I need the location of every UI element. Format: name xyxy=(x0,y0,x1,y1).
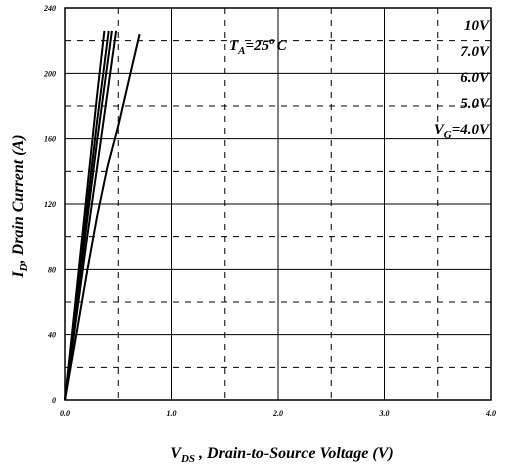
ylabel-sub: D xyxy=(18,263,30,272)
vg-sub: G xyxy=(444,129,452,141)
ylabel-main: I xyxy=(10,271,27,279)
y-tick-label: 200 xyxy=(43,69,56,78)
x-tick-label: 1.0 xyxy=(167,409,177,418)
xlabel-main: V xyxy=(170,445,182,462)
y-tick-labels: 0 40 80 120 160 200 240 xyxy=(43,4,56,405)
temp-unit: C xyxy=(277,38,288,54)
x-tick-label: 0.0 xyxy=(60,409,70,418)
temp-main: T xyxy=(229,38,239,54)
y-tick-label: 120 xyxy=(44,200,56,209)
temp-degree: o xyxy=(269,35,275,47)
x-tick-labels: 0.0 1.0 2.0 3.0 4.0 xyxy=(60,409,496,418)
temperature-annotation: TA=25o C xyxy=(229,35,288,57)
legend-label-5v: 5.0V xyxy=(460,96,491,112)
y-tick-label: 160 xyxy=(44,135,56,144)
y-tick-label: 40 xyxy=(47,331,56,340)
series-lines xyxy=(64,30,141,401)
x-axis-label: VDS , Drain-to-Source Voltage (V) xyxy=(170,445,393,465)
grid xyxy=(65,8,491,400)
xlabel-rest: , Drain-to-Source Voltage (V) xyxy=(195,445,394,462)
y-tick-label: 240 xyxy=(43,4,56,13)
legend-label-7v: 7.0V xyxy=(460,44,491,60)
y-axis-label: ID, Drain Current (A) xyxy=(10,134,30,278)
vg-rest: =4.0V xyxy=(452,122,491,138)
x-tick-label: 4.0 xyxy=(485,409,496,418)
xlabel-sub: DS xyxy=(180,453,195,465)
y-tick-label: 80 xyxy=(48,265,56,274)
temp-rest: =25 xyxy=(246,38,270,54)
temp-sub: A xyxy=(237,45,245,57)
x-tick-label: 2.0 xyxy=(272,409,283,418)
series-line-5-0v xyxy=(64,30,118,401)
ylabel-rest: , Drain Current (A) xyxy=(10,134,27,264)
legend-label-6v: 6.0V xyxy=(460,70,491,86)
x-tick-label: 3.0 xyxy=(379,409,390,418)
y-tick-label: 0 xyxy=(52,396,56,405)
legend-label-vg-4v: VG=4.0V xyxy=(434,122,491,141)
plot-frame xyxy=(64,7,492,401)
vg-main: V xyxy=(434,122,446,138)
legend-label-10v: 10V xyxy=(464,18,491,34)
series-line-4-0v xyxy=(64,33,141,401)
